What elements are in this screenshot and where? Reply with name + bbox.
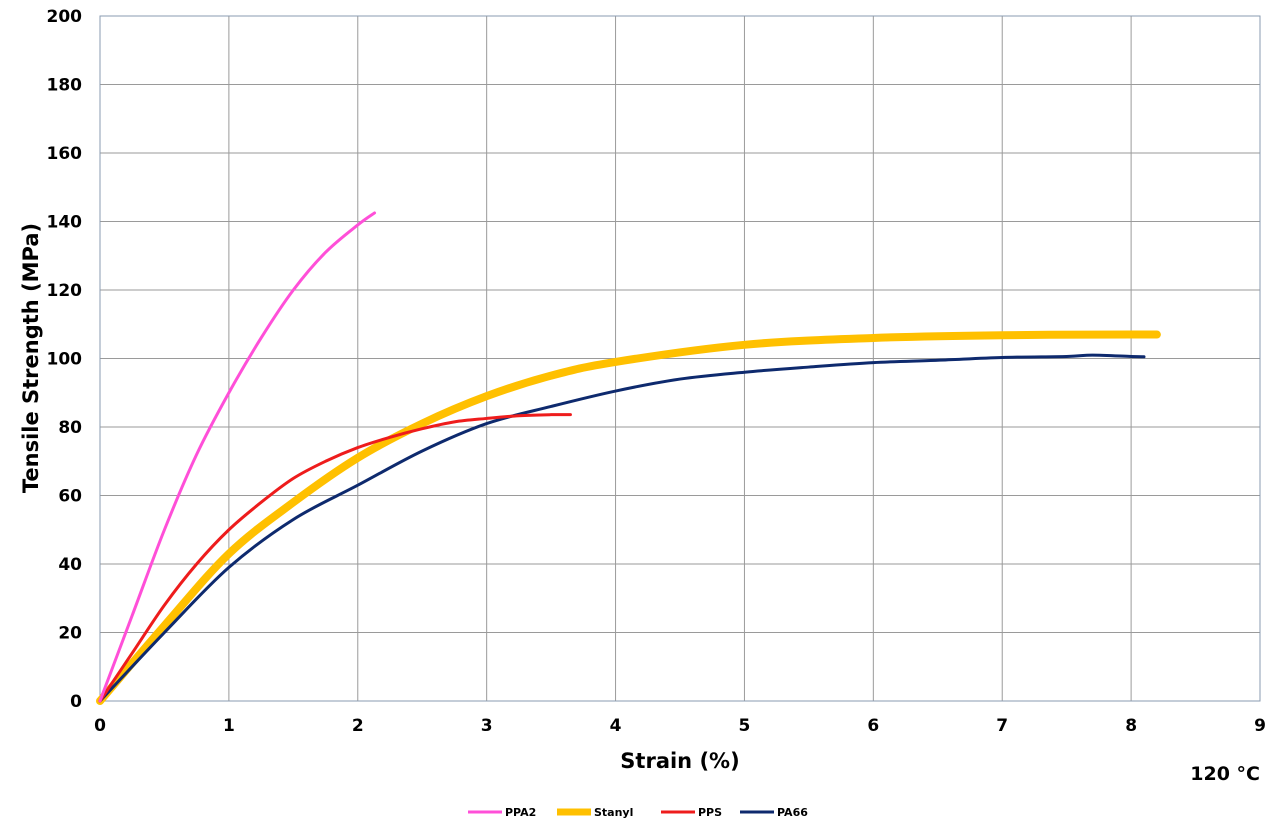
x-tick-label: 5 [739,716,751,736]
legend-label-ppa2: PPA2 [505,806,536,819]
y-tick-label: 160 [47,144,83,164]
x-tick-label: 0 [94,716,106,736]
x-tick-label: 2 [352,716,364,736]
x-tick-label: 1 [223,716,235,736]
x-tick-label: 7 [996,716,1008,736]
y-tick-label: 0 [70,692,82,712]
y-tick-label: 60 [58,487,82,507]
y-tick-label: 200 [47,7,83,27]
y-tick-label: 80 [58,418,82,438]
y-tick-label: 120 [47,281,83,301]
y-tick-label: 40 [58,555,82,575]
y-axis-title: Tensile Strength (MPa) [19,223,43,493]
y-tick-label: 140 [47,213,83,233]
series-line-pa66 [98,353,1146,703]
legend: PPA2 Stanyl PPS PA66 [468,806,808,819]
x-axis-title: Strain (%) [620,749,739,773]
y-tick-label: 100 [47,350,83,370]
legend-label-pps: PPS [698,806,722,819]
y-tick-label: 20 [58,624,82,644]
series-line-pps [98,413,572,703]
series-line-stanyl [96,330,1161,705]
plot-frame [99,15,1261,702]
legend-label-stanyl: Stanyl [594,806,633,819]
x-tick-label: 9 [1254,716,1266,736]
temperature-annotation: 120 °C [1190,763,1260,785]
legend-label-pa66: PA66 [777,806,808,819]
series-layer [96,211,1161,705]
x-tick-label: 3 [481,716,493,736]
x-tick-label: 4 [610,716,622,736]
x-tick-label: 6 [867,716,879,736]
x-tick-label: 8 [1125,716,1137,736]
y-tick-label: 180 [47,76,83,96]
tick-labels: 0 1 2 3 4 5 6 7 8 9 0 20 40 60 80 100 120 140 160 180 200 [47,7,1266,736]
plot-grid [99,15,1261,702]
series-line-ppa2 [98,211,377,703]
